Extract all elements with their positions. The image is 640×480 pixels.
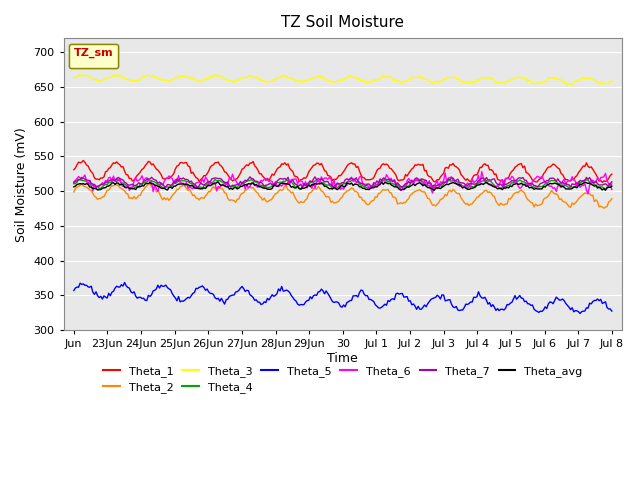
Theta_7 — [515, 175, 522, 181]
Theta_5 — [502, 306, 509, 312]
Theta_3 — [564, 82, 572, 88]
Theta_avg — [541, 184, 549, 190]
Theta_2 — [397, 200, 404, 205]
Theta_5 — [397, 291, 404, 297]
Theta_avg — [430, 188, 438, 193]
Theta_2 — [600, 205, 608, 211]
Line: Theta_avg: Theta_avg — [74, 182, 612, 191]
Theta_6 — [148, 179, 156, 184]
Theta_avg — [608, 183, 616, 189]
Theta_3 — [70, 74, 77, 80]
Theta_avg — [148, 181, 156, 187]
Theta_avg — [214, 179, 222, 185]
Theta_2 — [149, 185, 157, 191]
Theta_avg — [70, 184, 77, 190]
Theta_2 — [145, 180, 152, 186]
Theta_4 — [608, 181, 616, 187]
Theta_1 — [608, 171, 616, 177]
Theta_5 — [540, 307, 547, 312]
Theta_4 — [515, 179, 522, 184]
Theta_2 — [502, 201, 509, 207]
Theta_7 — [399, 184, 406, 190]
Theta_2 — [168, 193, 176, 199]
Theta_avg — [397, 187, 404, 193]
Theta_1 — [515, 162, 522, 168]
Theta_3 — [540, 79, 547, 84]
Theta_2 — [608, 196, 616, 202]
Theta_4 — [503, 183, 511, 189]
Theta_1 — [500, 180, 508, 185]
Theta_7 — [70, 180, 77, 186]
Theta_3 — [608, 78, 616, 84]
Theta_4 — [198, 186, 206, 192]
Theta_4 — [541, 181, 549, 187]
Theta_avg — [515, 181, 522, 187]
Theta_avg — [167, 184, 175, 190]
X-axis label: Time: Time — [328, 352, 358, 365]
Theta_5 — [576, 311, 584, 316]
Theta_6 — [167, 174, 175, 180]
Theta_6 — [396, 182, 403, 188]
Theta_2 — [540, 196, 547, 202]
Theta_1 — [149, 161, 157, 167]
Theta_1 — [397, 177, 404, 183]
Theta_1 — [503, 176, 511, 181]
Theta_3 — [397, 79, 404, 85]
Y-axis label: Soil Moisture (mV): Soil Moisture (mV) — [15, 127, 28, 241]
Theta_6 — [608, 187, 616, 192]
Theta_3 — [513, 75, 520, 81]
Theta_1 — [70, 167, 77, 173]
Theta_6 — [502, 175, 509, 181]
Theta_3 — [502, 81, 509, 86]
Theta_5 — [70, 288, 77, 293]
Theta_2 — [513, 189, 520, 195]
Theta_6 — [584, 191, 592, 197]
Theta_7 — [541, 179, 549, 184]
Theta_4 — [211, 177, 219, 182]
Theta_4 — [167, 184, 175, 190]
Theta_5 — [168, 291, 176, 297]
Line: Theta_5: Theta_5 — [74, 283, 612, 313]
Legend: Theta_1, Theta_2, Theta_3, Theta_4, Theta_5, Theta_6, Theta_7, Theta_avg: Theta_1, Theta_2, Theta_3, Theta_4, Thet… — [99, 361, 587, 397]
Theta_6 — [513, 179, 520, 184]
Theta_5 — [121, 280, 129, 286]
Line: Theta_3: Theta_3 — [74, 74, 612, 85]
Theta_3 — [168, 77, 176, 83]
Line: Theta_2: Theta_2 — [74, 183, 612, 208]
Line: Theta_6: Theta_6 — [74, 172, 612, 194]
Theta_2 — [70, 189, 77, 195]
Theta_5 — [608, 308, 616, 314]
Theta_1 — [79, 157, 87, 163]
Theta_1 — [541, 169, 549, 175]
Theta_avg — [503, 184, 511, 190]
Theta_7 — [167, 182, 175, 188]
Theta_5 — [513, 296, 520, 302]
Theta_6 — [70, 179, 77, 185]
Theta_4 — [399, 185, 406, 191]
Theta_7 — [148, 174, 156, 180]
Theta_5 — [149, 288, 157, 294]
Theta_7 — [503, 181, 511, 187]
Title: TZ Soil Moisture: TZ Soil Moisture — [282, 15, 404, 30]
Theta_7 — [246, 174, 254, 180]
Theta_6 — [478, 169, 486, 175]
Theta_3 — [113, 71, 120, 77]
Theta_7 — [608, 179, 616, 185]
Theta_1 — [168, 173, 176, 179]
Line: Theta_4: Theta_4 — [74, 180, 612, 189]
Theta_7 — [194, 185, 202, 191]
Theta_6 — [540, 177, 547, 182]
Line: Theta_1: Theta_1 — [74, 160, 612, 182]
Line: Theta_7: Theta_7 — [74, 177, 612, 188]
Theta_3 — [149, 73, 157, 79]
Theta_4 — [148, 178, 156, 183]
Theta_4 — [70, 181, 77, 187]
